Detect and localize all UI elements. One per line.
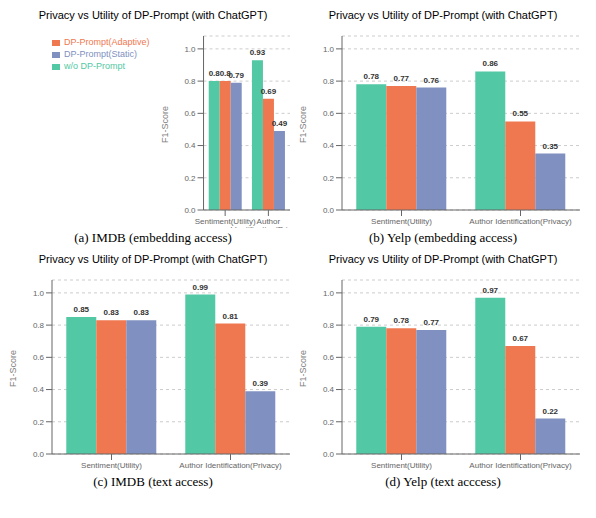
svg-text:0.83: 0.83 — [103, 308, 119, 317]
svg-text:0.2: 0.2 — [33, 418, 45, 427]
svg-text:0.4: 0.4 — [33, 385, 45, 394]
svg-text:0.2: 0.2 — [323, 418, 335, 427]
svg-text:F1-Score: F1-Score — [8, 350, 18, 387]
svg-text:0.55: 0.55 — [512, 109, 528, 118]
svg-text:0.8: 0.8 — [219, 69, 231, 79]
svg-text:0.77: 0.77 — [393, 74, 409, 83]
svg-text:Author Identification(Privacy): Author Identification(Privacy) — [179, 461, 282, 470]
svg-text:0.86: 0.86 — [482, 59, 498, 68]
svg-text:1.0: 1.0 — [323, 289, 335, 298]
svg-text:0.78: 0.78 — [363, 72, 379, 81]
svg-text:0.0: 0.0 — [323, 206, 335, 215]
html-text:(b) Yelp (embedding access): (b) Yelp (embedding access) — [369, 230, 517, 245]
svg-text:0.8: 0.8 — [323, 77, 335, 86]
svg-text:Sentiment(Utility): Sentiment(Utility) — [81, 461, 142, 470]
svg-text:0.81: 0.81 — [222, 312, 238, 321]
svg-text:0.93: 0.93 — [250, 48, 266, 57]
svg-text:0.4: 0.4 — [323, 141, 335, 150]
html-text:Privacy vs Utility of DP-Promp: Privacy vs Utility of DP-Prompt (with Ch… — [38, 9, 268, 21]
svg-text:0.8: 0.8 — [184, 77, 196, 86]
svg-text:0.79: 0.79 — [363, 315, 379, 324]
html-text:(a) IMDB (embedding access): (a) IMDB (embedding access) — [74, 230, 232, 245]
svg-text:0.39: 0.39 — [252, 379, 268, 388]
svg-text:Author Identification(Privacy): Author Identification(Privacy) — [469, 461, 572, 470]
svg-text:0.6: 0.6 — [323, 109, 335, 118]
html-text:Privacy vs Utility of DP-Promp: Privacy vs Utility of DP-Prompt (with Ch… — [328, 253, 558, 265]
svg-text:F1-Score: F1-Score — [160, 106, 170, 143]
svg-text:0.69: 0.69 — [261, 87, 277, 96]
svg-text:Sentiment(Utility): Sentiment(Utility) — [194, 216, 256, 226]
svg-text:0.6: 0.6 — [184, 109, 196, 118]
svg-text:0.77: 0.77 — [423, 318, 439, 327]
svg-text:0.2: 0.2 — [184, 174, 196, 183]
svg-text:0.85: 0.85 — [73, 305, 89, 314]
html-text:(c) IMDB (text access): (c) IMDB (text access) — [93, 474, 213, 489]
svg-text:0.0: 0.0 — [33, 450, 45, 459]
svg-text:0.78: 0.78 — [393, 316, 409, 325]
svg-text:Sentiment(Utility): Sentiment(Utility) — [371, 461, 432, 470]
svg-text:0.6: 0.6 — [33, 353, 45, 362]
html-text:DP-Prompt(Adaptive): DP-Prompt(Adaptive) — [64, 37, 150, 47]
svg-text:Author Identification(Privacy): Author Identification(Privacy) — [469, 217, 572, 226]
svg-text:0.2: 0.2 — [323, 174, 335, 183]
svg-text:1.0: 1.0 — [184, 45, 196, 54]
svg-text:0.0: 0.0 — [323, 450, 335, 459]
svg-text:0.35: 0.35 — [542, 142, 558, 151]
svg-text:Sentiment(Utility): Sentiment(Utility) — [371, 217, 432, 226]
svg-text:0.8: 0.8 — [33, 321, 45, 330]
svg-text:0.99: 0.99 — [192, 283, 208, 292]
svg-text:0.97: 0.97 — [482, 286, 498, 295]
html-text:(d) Yelp (text acccess): (d) Yelp (text acccess) — [385, 474, 501, 489]
svg-text:AuthorIdentification(Privacy): AuthorIdentification(Privacy) — [230, 217, 298, 228]
svg-text:1.0: 1.0 — [323, 45, 335, 54]
svg-text:0.4: 0.4 — [184, 141, 196, 150]
svg-text:0.79: 0.79 — [228, 71, 244, 80]
svg-text:0.0: 0.0 — [184, 206, 196, 215]
svg-text:0.83: 0.83 — [133, 308, 149, 317]
svg-text:0.67: 0.67 — [512, 334, 528, 343]
svg-text:F1-Score: F1-Score — [298, 350, 308, 387]
svg-text:0.8: 0.8 — [209, 69, 221, 78]
svg-text:0.6: 0.6 — [323, 353, 335, 362]
html-text:w/o DP-Prompt: w/o DP-Prompt — [64, 61, 125, 71]
svg-text:F1-Score: F1-Score — [298, 106, 308, 143]
svg-text:1.0: 1.0 — [33, 289, 45, 298]
svg-text:0.22: 0.22 — [542, 407, 558, 416]
svg-text:0.8: 0.8 — [323, 321, 335, 330]
svg-text:0.49: 0.49 — [272, 119, 288, 128]
html-text:Privacy vs Utility of DP-Promp: Privacy vs Utility of DP-Prompt (with Ch… — [38, 253, 268, 265]
html-text:Privacy vs Utility of DP-Promp: Privacy vs Utility of DP-Prompt (with Ch… — [328, 9, 558, 21]
svg-text:0.76: 0.76 — [423, 76, 439, 85]
svg-text:0.4: 0.4 — [323, 385, 335, 394]
html-text:DP-Prompt(Static): DP-Prompt(Static) — [64, 49, 137, 59]
